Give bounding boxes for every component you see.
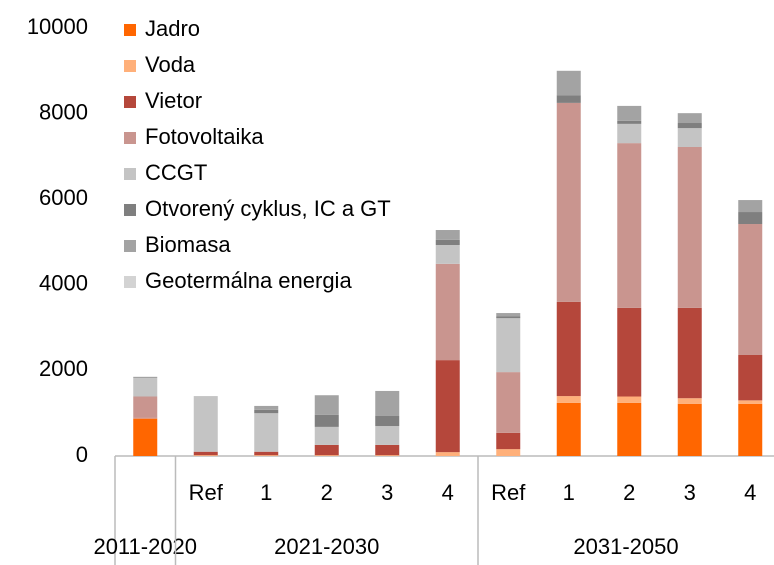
bar-segment xyxy=(617,402,642,456)
bar-segment xyxy=(677,123,702,129)
bar-segment xyxy=(496,449,521,456)
bar-segment xyxy=(738,403,763,456)
bar-segment xyxy=(617,143,642,308)
x-tick-label: 3 xyxy=(381,480,393,505)
legend-swatch xyxy=(124,276,136,288)
bar-segment xyxy=(617,307,642,397)
bar-segment xyxy=(556,301,581,397)
y-tick-label: 2000 xyxy=(39,356,88,381)
legend-label: Vietor xyxy=(145,88,202,113)
bar-segment xyxy=(435,452,460,456)
x-tick-label: Ref xyxy=(189,480,224,505)
y-tick-label: 6000 xyxy=(39,185,88,210)
bar-segment xyxy=(314,426,339,445)
bar-segment xyxy=(677,403,702,456)
bar-segment xyxy=(435,263,460,361)
x-tick-label: 1 xyxy=(563,480,575,505)
bar-segment xyxy=(375,415,400,427)
bar-segment xyxy=(375,455,400,456)
legend-swatch xyxy=(124,132,136,144)
legend-label: Jadro xyxy=(145,16,200,41)
bar-segment xyxy=(254,451,279,456)
group-label: 2011-2020 xyxy=(93,534,197,559)
bar-segment xyxy=(375,390,400,416)
x-tick-label: 2 xyxy=(623,480,635,505)
bar-segment xyxy=(254,409,279,414)
y-tick-label: 0 xyxy=(76,442,88,467)
bar-segment xyxy=(556,402,581,456)
bar-segment xyxy=(556,396,581,403)
y-tick-label: 4000 xyxy=(39,271,88,296)
bar-segment xyxy=(496,432,521,450)
bar-segment xyxy=(314,455,339,456)
bar-segment xyxy=(254,413,279,452)
group-label: 2021-2030 xyxy=(274,534,379,559)
x-tick-label: 2 xyxy=(321,480,333,505)
bar-segment xyxy=(677,146,702,308)
x-tick-label: 4 xyxy=(442,480,454,505)
bar-segment xyxy=(617,120,642,124)
bar-segment xyxy=(435,244,460,264)
bar-segment xyxy=(133,378,158,397)
bar-segment xyxy=(193,396,218,452)
legend-swatch xyxy=(124,240,136,252)
legend-swatch xyxy=(124,204,136,216)
legend-label: Voda xyxy=(145,52,196,77)
bar-segment xyxy=(556,70,581,96)
bar-segment xyxy=(133,396,158,418)
bar-segment xyxy=(133,418,158,456)
bar-segment xyxy=(496,316,521,319)
x-tick-label: 4 xyxy=(744,480,756,505)
bar-segment xyxy=(193,451,218,456)
bar-segment xyxy=(738,224,763,355)
bar-segment xyxy=(254,405,279,410)
legend-label: CCGT xyxy=(145,160,207,185)
legend-swatch xyxy=(124,24,136,36)
bar-segment xyxy=(496,318,521,373)
bar-segment xyxy=(496,313,521,317)
x-tick-label: 1 xyxy=(260,480,272,505)
bar-segment xyxy=(375,444,400,456)
legend-label: Geotermálna energia xyxy=(145,268,352,293)
bar-segment xyxy=(617,123,642,144)
bar-segment xyxy=(677,307,702,399)
bar-segment xyxy=(435,230,460,240)
legend-label: Otvorený cyklus, IC a GT xyxy=(145,196,391,221)
y-tick-label: 8000 xyxy=(39,99,88,124)
bar-segment xyxy=(738,354,763,401)
bar-segment xyxy=(314,444,339,456)
bar-segment xyxy=(254,455,279,456)
bar-segment xyxy=(314,414,339,427)
x-tick-label: Ref xyxy=(491,480,526,505)
legend-swatch xyxy=(124,96,136,108)
bar-segment xyxy=(617,396,642,403)
bar-segment xyxy=(435,360,460,453)
bar-segment xyxy=(617,105,642,121)
bar-segment xyxy=(738,212,763,225)
bar-segment xyxy=(556,102,581,302)
legend-label: Fotovoltaika xyxy=(145,124,264,149)
legend-swatch xyxy=(124,60,136,72)
bar-segment xyxy=(496,372,521,433)
bar-segment xyxy=(738,200,763,213)
bar-segment xyxy=(677,128,702,147)
bar-segment xyxy=(677,113,702,124)
bar-segment xyxy=(556,95,581,103)
y-tick-label: 10000 xyxy=(27,14,88,39)
bar-segment xyxy=(677,398,702,404)
bar-segment xyxy=(193,455,218,456)
x-tick-label: 3 xyxy=(684,480,696,505)
bar-segment xyxy=(314,395,339,415)
group-label: 2031-2050 xyxy=(573,534,678,559)
bar-segment xyxy=(435,239,460,245)
bar-segment xyxy=(133,376,158,379)
bar-segment xyxy=(375,426,400,445)
legend-label: Biomasa xyxy=(145,232,231,257)
legend-swatch xyxy=(124,168,136,180)
bar-segment xyxy=(738,400,763,404)
